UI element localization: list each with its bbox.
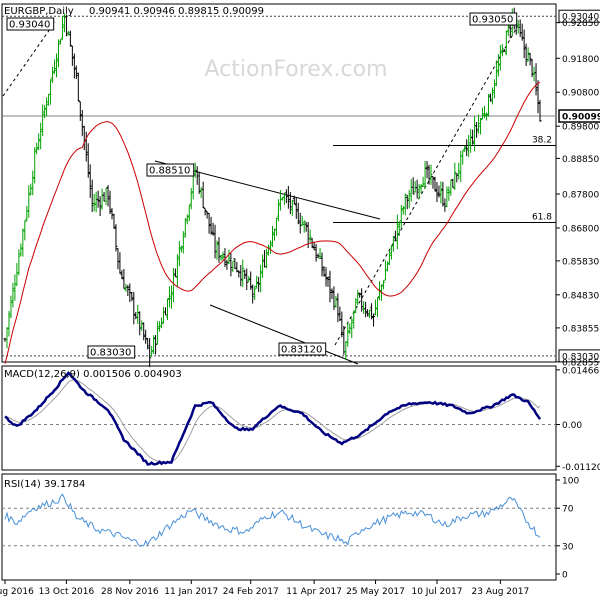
label-swing-high: 0.88510 [149,166,190,177]
rsi-title: RSI(14) 39.1784 [4,479,85,490]
label-low-2016-box [87,345,136,359]
fib-label: 61.8 [532,213,552,223]
x-tick-label: 11 Jan 2017 [164,587,218,597]
rsi-line [4,493,541,547]
x-tick-label: 13 Oct 2016 [39,587,95,597]
macd-title: MACD(12,26,9) 0.001506 0.004903 [4,369,182,380]
price-tick-label: 0.82855 [562,358,599,368]
label-high-2016: 0.93040 [9,20,50,31]
price-tick-label: 0.90800 [562,89,599,99]
axes: 0.92850 0.91800 0.90800 0.89800 0.88850 0.878… [0,19,600,597]
macd-line [4,371,542,466]
price-tick-label: 0.85830 [562,257,599,267]
header-symbol: EURGBP,Daily [4,6,74,17]
macd-tick-label: 0.00 [562,421,582,431]
rsi-tick-label: 30 [562,542,574,552]
candles [3,7,542,368]
trendline-lower-channel [209,304,359,365]
price-tick-label: 0.87800 [562,191,599,201]
pane-rsi [1,473,557,581]
price-tick-label: 0.83855 [562,324,599,334]
price-tick-label: 0.91800 [562,55,599,65]
price-tick-label: 0.86800 [562,224,599,234]
sma-line [4,81,541,364]
panes [1,3,557,581]
rsi-tick-label: 70 [562,505,574,515]
axis-level-box [558,349,600,363]
fib-label: 38.2 [532,136,552,146]
header-ohlc: 0.90941 0.90946 0.89815 0.90099 [89,6,264,17]
labels: 0.93040 0.93050 0.88510 0.83030 0.83120 0.930… [6,9,600,363]
rsi-tick-label: 100 [562,477,579,487]
last-price-box [558,109,600,123]
x-tick-label: 10 Jul 2017 [411,587,462,597]
rsi-tick-label: 0 [562,571,568,581]
label-swing-high-box [146,163,195,177]
label-high-2017: 0.93050 [472,15,513,26]
x-tick-label: 23 Aug 2017 [472,587,530,597]
label-low-2017-box [278,342,327,356]
price-tick-label: 0.89800 [562,123,599,133]
price-tick-label: 0.92850 [562,19,599,29]
x-tick-label: 28 Nov 2016 [101,587,159,597]
axis-level-label: 0.83030 [562,352,599,362]
x-tick-label: 11 Apr 2017 [286,587,342,597]
watermark: ActionForex.com [205,57,388,82]
price-tick-label: 0.84830 [562,291,599,301]
fib-levels: 38.2 61.8 [333,136,556,224]
price-tick-label: 0.88850 [562,155,599,165]
x-tick-label: 30 Aug 2016 [0,587,34,597]
label-low-2017: 0.83120 [281,345,322,356]
last-price-label: 0.90099 [562,113,600,123]
macd-tick-label: -0.011202 [562,463,600,473]
label-low-2016: 0.83030 [90,348,131,359]
label-high-2016-box [6,17,55,31]
trendline-dashed-up [334,21,521,346]
x-tick-label: 25 May 2017 [346,587,405,597]
pane-macd [1,365,557,471]
label-high-2017-box [469,12,518,26]
pane-price [1,3,557,363]
x-tick-label: 24 Feb 2017 [223,587,279,597]
axis-level-label: 0.93040 [562,13,599,23]
axis-level-box [558,9,600,23]
macd-tick-label: 0.014661 [562,366,600,376]
